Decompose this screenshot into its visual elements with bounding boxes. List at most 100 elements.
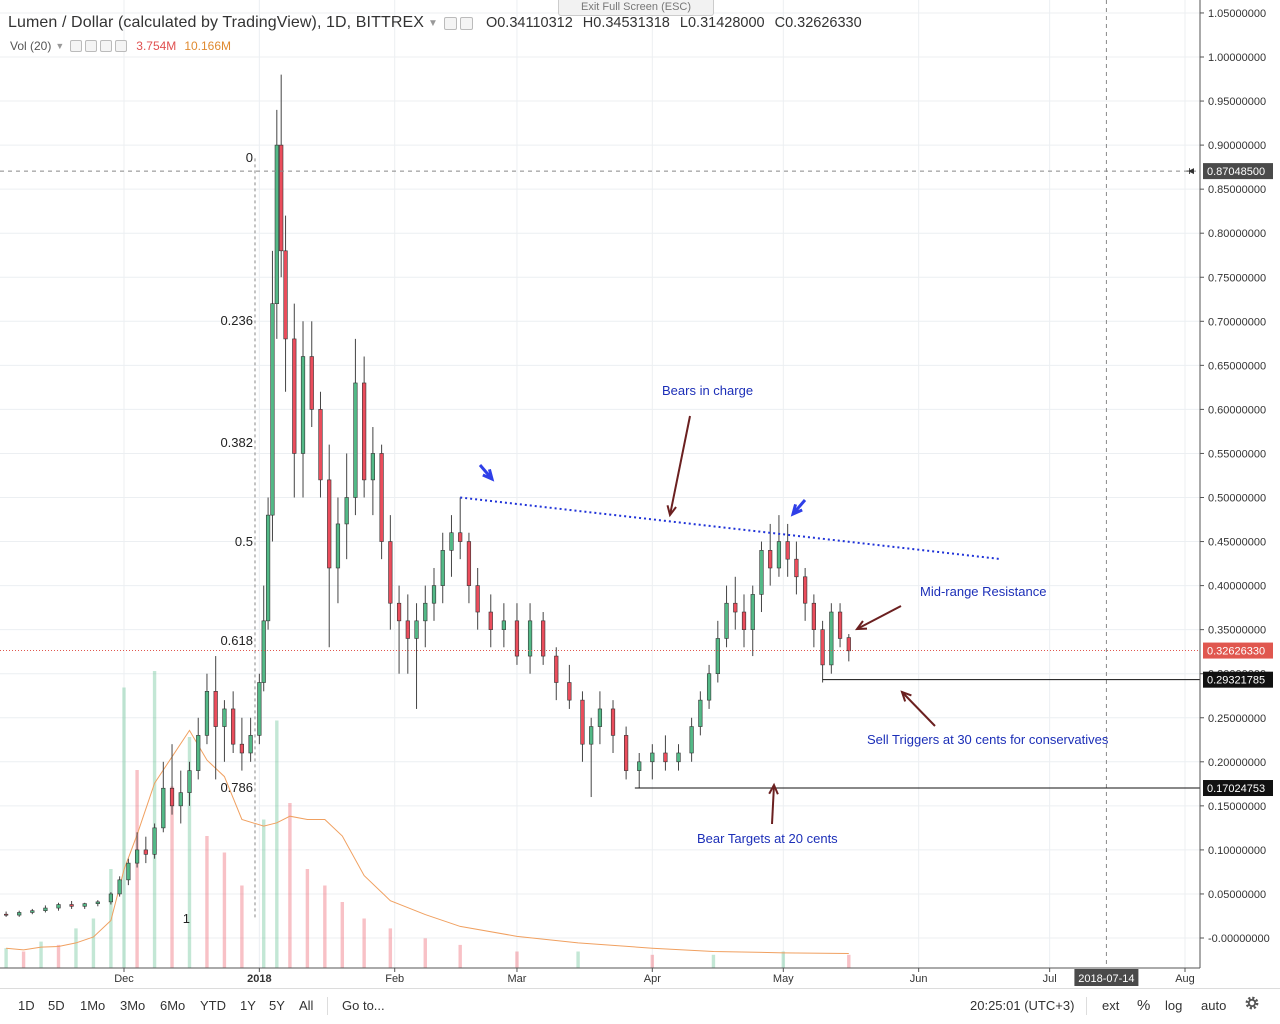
range-button-6mo[interactable]: 6Mo (160, 998, 186, 1013)
candle (466, 532, 472, 604)
candle (126, 858, 131, 886)
candle (768, 523, 773, 586)
time-tick-label: Mar (507, 973, 526, 985)
price-tick-label: 0.55000000 (1208, 448, 1266, 460)
price-label: 0.87048500 (1207, 166, 1265, 178)
volume-bar (458, 944, 462, 968)
candle-body (248, 735, 253, 754)
arrow-bears (669, 415, 691, 516)
price-label: 0.17024753 (1207, 783, 1265, 795)
candle-body (414, 620, 419, 639)
volume-label[interactable]: Vol (20) (10, 39, 52, 53)
bottom-toolbar: 1D 5D 1Mo 3Mo 6Mo YTD 1Y 5Y All Go to... 20:25:0… (0, 988, 1280, 1024)
range-button-1y[interactable]: 1Y (240, 998, 256, 1013)
price-tick-label: 0.80000000 (1208, 228, 1266, 240)
volume-bar (21, 951, 26, 968)
arrow-bears-head (666, 505, 677, 518)
candle (196, 717, 201, 780)
candle-body (279, 144, 284, 252)
candle (82, 902, 87, 909)
gear-icon[interactable] (1243, 994, 1261, 1015)
candle-body (698, 699, 703, 727)
price-tick-label: 0.35000000 (1208, 625, 1266, 637)
candle (650, 744, 655, 780)
candle (56, 902, 61, 911)
candle-body (580, 699, 585, 745)
candle-body (706, 673, 712, 701)
price-tick-label: 0.85000000 (1208, 184, 1266, 196)
symbol-title[interactable]: Lumen / Dollar (calculated by TradingVie… (8, 14, 425, 31)
fib-level-label: 0.618 (220, 633, 253, 649)
candle (4, 911, 9, 917)
candle (846, 634, 851, 662)
candle (134, 832, 140, 868)
candle (178, 770, 183, 824)
volume-bar (275, 720, 279, 968)
resistance-trendline (460, 496, 1002, 561)
candle (610, 700, 616, 753)
candle (541, 612, 546, 665)
eye-icon[interactable] (443, 16, 457, 30)
volume-bar (122, 687, 126, 968)
candle-body (396, 602, 402, 622)
candle-body (388, 541, 393, 604)
volume-bar (39, 941, 43, 968)
price-tick-label: 0.45000000 (1208, 537, 1266, 549)
candle (152, 823, 157, 859)
candle-body (676, 752, 681, 763)
more-icon[interactable] (115, 40, 128, 52)
range-button-1d[interactable]: 1D (18, 998, 35, 1013)
candle (449, 515, 454, 577)
price-chart[interactable]: 1.05000000 1.00000000 0.95000000 0.90000000… (0, 0, 1280, 988)
candle-body (126, 862, 131, 881)
volume-bar (135, 770, 139, 968)
percent-toggle[interactable]: % (1137, 997, 1151, 1014)
volume-bar (170, 786, 174, 968)
goto-button[interactable]: Go to... (342, 998, 385, 1013)
candle (759, 541, 764, 613)
price-tick-label: 0.65000000 (1208, 360, 1266, 372)
candlesticks (4, 74, 851, 917)
log-toggle[interactable]: log (1165, 998, 1183, 1013)
candle-body (239, 743, 244, 754)
settings-icon[interactable] (459, 16, 473, 30)
ext-toggle[interactable]: ext (1102, 998, 1120, 1013)
candle (274, 109, 279, 339)
range-button-ytd[interactable]: YTD (200, 998, 226, 1013)
auto-toggle[interactable]: auto (1201, 998, 1227, 1013)
candle (30, 908, 35, 915)
price-tick-label: 0.10000000 (1208, 845, 1266, 857)
volume-bar (388, 928, 393, 968)
range-button-5y[interactable]: 5Y (269, 998, 285, 1013)
candle (475, 567, 480, 630)
range-button-5d[interactable]: 5D (48, 998, 65, 1013)
candle (17, 910, 22, 917)
range-button-all[interactable]: All (299, 998, 314, 1013)
eye-icon[interactable] (70, 40, 83, 52)
chevron-down-icon[interactable]: ▼ (428, 17, 438, 29)
candle-body (169, 787, 175, 807)
candle (327, 444, 332, 648)
arrow-mid-range-head (854, 620, 868, 631)
candle (396, 585, 402, 674)
candle (414, 603, 419, 709)
candle (488, 594, 493, 648)
candle (239, 717, 244, 771)
settings-icon[interactable] (85, 40, 98, 52)
candle (335, 497, 341, 604)
candle-body (431, 585, 437, 604)
candle (458, 497, 463, 560)
high-value: H0.34531318 (582, 15, 670, 31)
chevron-down-icon[interactable]: ▼ (55, 41, 65, 51)
exit-fullscreen-button[interactable]: Exit Full Screen (ESC) (558, 0, 714, 16)
candle (624, 726, 629, 780)
range-button-1mo[interactable]: 1Mo (80, 998, 106, 1013)
close-icon[interactable] (100, 40, 113, 52)
price-tick-label: 0.70000000 (1208, 316, 1266, 328)
candle (300, 321, 306, 498)
candle (309, 321, 314, 428)
candle (663, 735, 668, 771)
candle-body (811, 602, 816, 630)
range-button-3mo[interactable]: 3Mo (120, 998, 146, 1013)
candle-body (514, 620, 520, 657)
